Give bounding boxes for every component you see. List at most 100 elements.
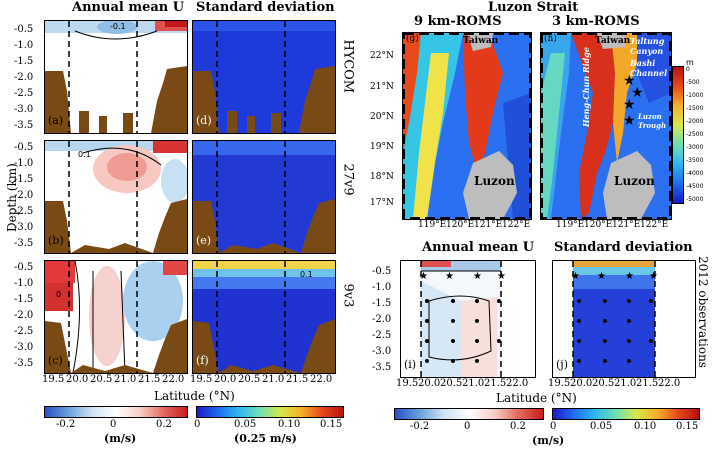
panel-label-f: (f) xyxy=(196,354,209,367)
tick: 21.5 xyxy=(138,374,161,385)
tick: -2000 xyxy=(686,118,704,125)
tick: -3.5 xyxy=(14,120,34,131)
tick: 22.0 xyxy=(506,378,529,389)
tick: 19.5 xyxy=(42,374,65,385)
tick: 120°E xyxy=(446,220,475,230)
panel-label-h: (h) xyxy=(544,34,557,44)
title-9km-roms: 9 km-ROMS xyxy=(414,14,502,29)
tick: -500 xyxy=(686,79,700,86)
cb-tick: 0.15 xyxy=(676,421,699,432)
luzon-label-h: Luzon xyxy=(614,174,655,188)
tick: 122°E xyxy=(502,220,531,230)
tick: 20.5 xyxy=(440,378,463,389)
tick: -1.5 xyxy=(372,298,392,309)
svg-text:★: ★ xyxy=(623,97,636,113)
panel-label-g: (g) xyxy=(406,34,419,44)
tick: 22.0 xyxy=(658,378,681,389)
depth-unit: m xyxy=(686,58,694,67)
tick: 20°N xyxy=(370,112,394,122)
cb-tick: 0 xyxy=(194,419,201,430)
tick: -2500 xyxy=(686,131,704,138)
tick: -3.5 xyxy=(14,238,34,249)
tick: 20.5 xyxy=(238,374,261,385)
title-obs-mean: Annual mean U xyxy=(422,240,535,255)
tick: 122°E xyxy=(640,220,669,230)
svg-text:★: ★ xyxy=(623,113,636,129)
tick: 21°N xyxy=(370,82,394,92)
panel-j: ★ ★ ★ ★ xyxy=(552,260,696,378)
contour-label: 0 xyxy=(56,290,62,299)
colorbar-mean xyxy=(44,406,188,418)
tick: -3.0 xyxy=(372,346,392,357)
bashi-label: Bashi Channel xyxy=(630,58,668,78)
tick: -3500 xyxy=(686,157,704,164)
tick: 20.0 xyxy=(418,378,441,389)
row-label-27v9: 27v9 xyxy=(340,163,356,196)
cb-tick: 0.10 xyxy=(278,419,301,430)
panel-label-j: (j) xyxy=(556,358,568,371)
title-annual-mean-u: Annual mean U xyxy=(72,0,185,15)
panel-label-e: (e) xyxy=(196,234,212,247)
tick: -0.5 xyxy=(14,262,34,273)
tick: 22.0 xyxy=(162,374,185,385)
tick: 22.0 xyxy=(310,374,333,385)
cb-tick: 0.15 xyxy=(320,419,343,430)
tick: 21.0 xyxy=(614,378,637,389)
tick: 21.0 xyxy=(262,374,285,385)
tick: -1.0 xyxy=(14,40,34,51)
tick: -0.5 xyxy=(14,24,34,35)
tick: -3.5 xyxy=(372,362,392,373)
cb-tick: -0.2 xyxy=(56,419,76,430)
cb-tick: 0.10 xyxy=(634,421,657,432)
ridge-label: Heng-Chun Ridge xyxy=(581,47,591,127)
svg-text:★: ★ xyxy=(625,271,634,282)
tick: -1.0 xyxy=(14,278,34,289)
tick: -2.5 xyxy=(14,206,34,217)
taltung-label: Taltung Canyon xyxy=(630,36,665,56)
svg-text:★: ★ xyxy=(419,271,428,282)
panel-e xyxy=(192,140,336,254)
cb-tick: 0.05 xyxy=(234,419,257,430)
colorbar-obs-mean xyxy=(394,408,544,420)
tick: -2.0 xyxy=(14,310,34,321)
cb-tick: 0 xyxy=(464,421,471,432)
tick: 20.5 xyxy=(90,374,113,385)
tick: 121°E xyxy=(612,220,641,230)
map-g xyxy=(402,32,532,220)
luzon-label-g: Luzon xyxy=(474,174,515,188)
tick: -1.5 xyxy=(14,56,34,67)
panel-c xyxy=(44,260,188,374)
tick: 21.5 xyxy=(286,374,309,385)
cb-unit: (m/s) xyxy=(104,432,137,445)
row-label-hycom: HYCOM xyxy=(340,39,356,94)
panel-d xyxy=(192,20,336,134)
svg-text:★: ★ xyxy=(649,271,658,282)
map-h: ★ ★ ★ ★ xyxy=(540,32,672,220)
svg-text:★: ★ xyxy=(623,73,636,89)
cb-tick: -0.2 xyxy=(410,421,430,432)
cb-tick: 0.05 xyxy=(590,421,613,432)
tick: -3.0 xyxy=(14,104,34,115)
latitude-axis-label: Latitude (°N) xyxy=(154,389,235,403)
tick: 21.0 xyxy=(462,378,485,389)
taiwan-label-h: Taiwan xyxy=(595,36,631,46)
trough-label: Luzon Trough xyxy=(638,112,667,130)
cb-tick: 0.2 xyxy=(156,419,172,430)
tick: -4500 xyxy=(686,183,704,190)
tick: -1.0 xyxy=(372,282,392,293)
panel-a xyxy=(44,20,188,134)
tick: -0.5 xyxy=(372,266,392,277)
cb-unit: (m/s) xyxy=(532,434,565,447)
tick: 119°E xyxy=(556,220,585,230)
tick: -4000 xyxy=(686,170,704,177)
tick: 19.5 xyxy=(548,378,571,389)
tick: -2.0 xyxy=(372,314,392,325)
tick: 121°E xyxy=(474,220,503,230)
tick: -3.0 xyxy=(14,342,34,353)
tick: 120°E xyxy=(584,220,613,230)
panel-i: ★★★★ xyxy=(400,260,536,378)
title-luzon-strait: Luzon Strait xyxy=(488,0,579,15)
panel-label-a: (a) xyxy=(48,114,64,127)
tick: 20.0 xyxy=(66,374,89,385)
tick: -1.5 xyxy=(14,174,34,185)
